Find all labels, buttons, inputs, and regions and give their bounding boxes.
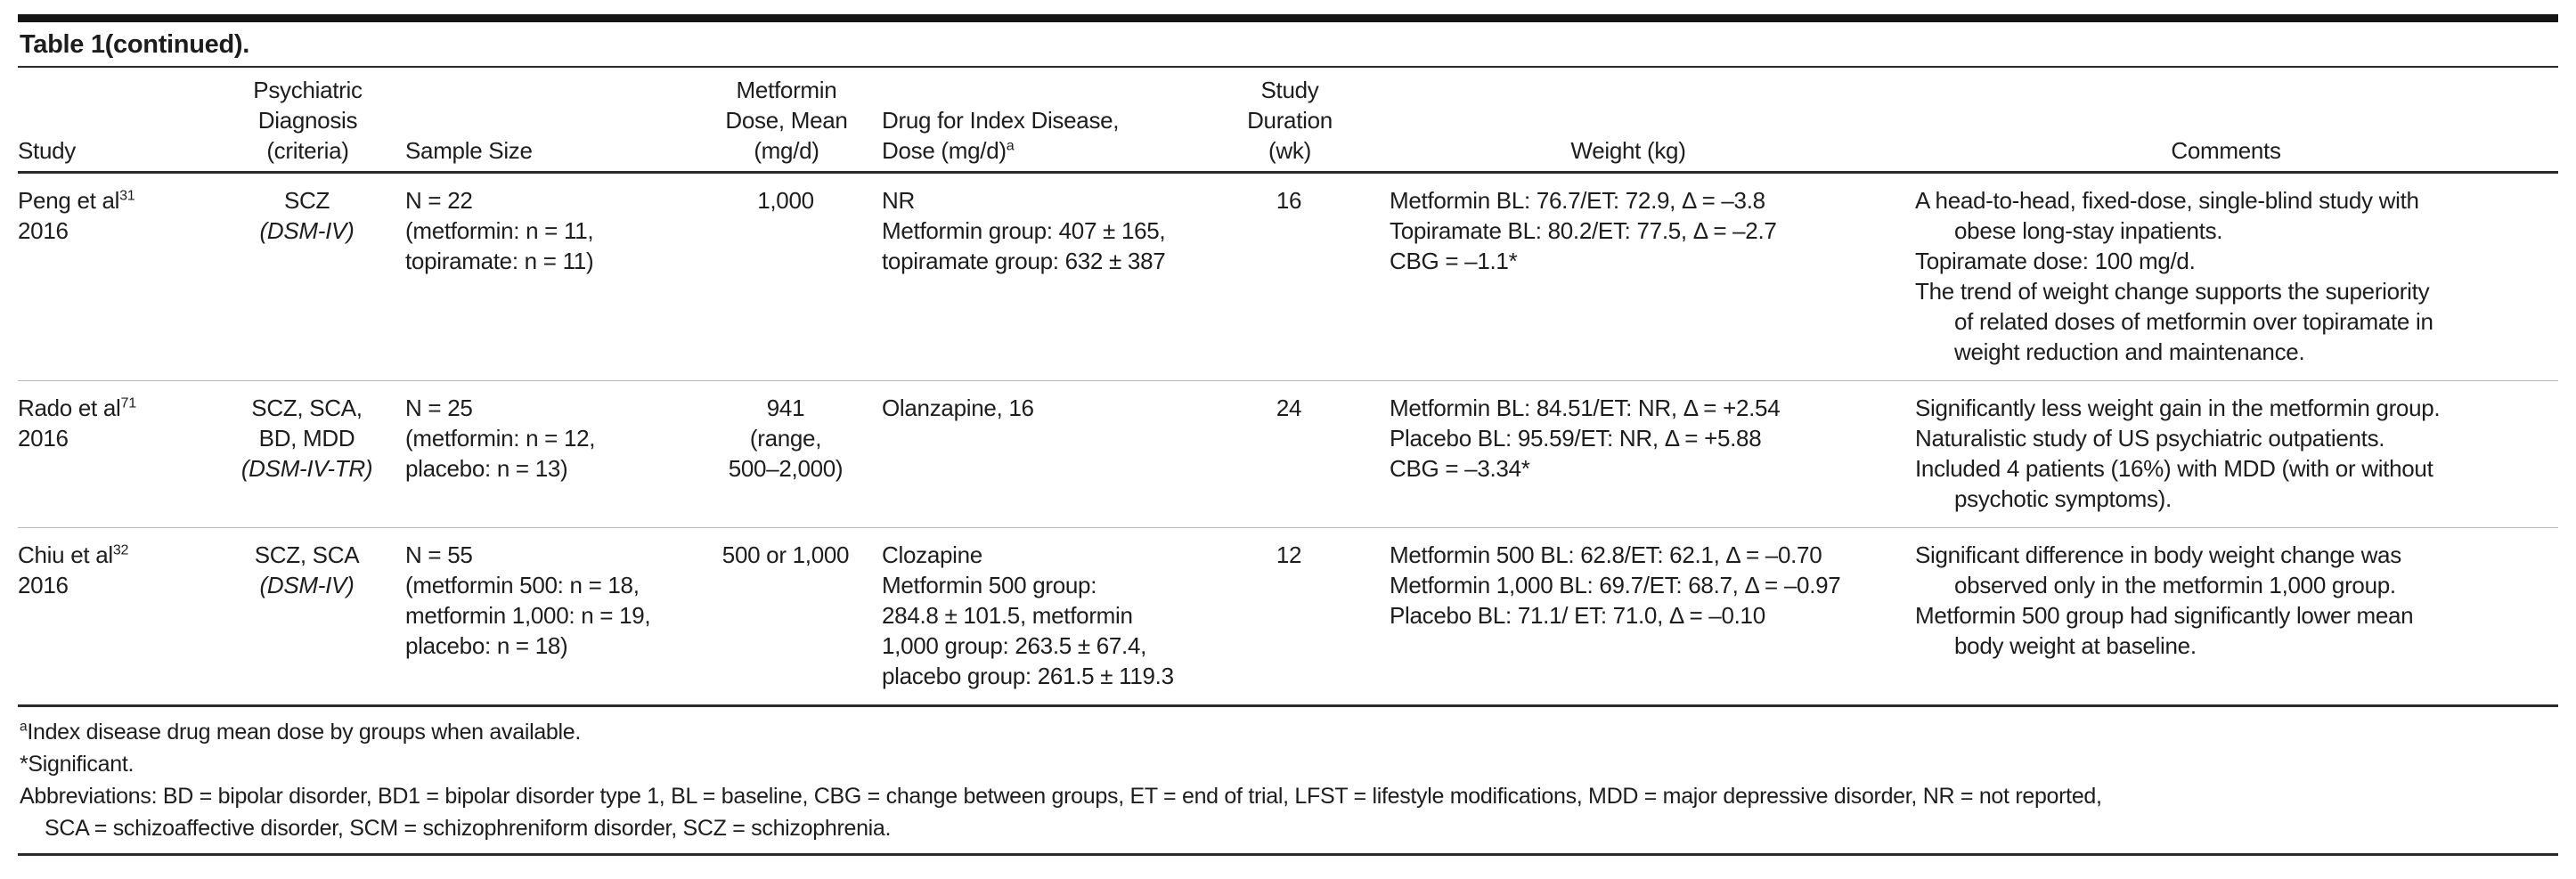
comments-cell: A head-to-head, fixed-dose, single-blind…	[1915, 187, 2433, 365]
index-drug-cell: Clozapine Metformin 500 group: 284.8 ± 101…	[882, 541, 1174, 689]
weight-cell: Metformin BL: 84.51/ET: NR, Δ = +2.54 Pla…	[1390, 395, 1781, 482]
col-header-study: Study	[18, 68, 214, 174]
sample-size-cell: N = 22 (metformin: n = 11, topiramate: n =…	[405, 187, 594, 274]
index-drug-cell: NR Metformin group: 407 ± 165, topiramate …	[882, 187, 1166, 274]
header-row: Study Psychiatric Diagnosis (criteria) Sam…	[18, 68, 2558, 174]
col-header-comments: Comments	[1897, 68, 2558, 174]
col-header-sample-size: Sample Size	[405, 68, 695, 174]
comments-cell: Significant difference in body weight ch…	[1915, 541, 2414, 659]
sample-size-cell: N = 25 (metformin: n = 12, placebo: n = 13…	[405, 395, 596, 482]
table-top-rule	[18, 14, 2558, 22]
index-drug-cell: Olanzapine, 16	[882, 395, 1034, 421]
table-row: Rado et al71 2016 SCZ, SCA, BD, MDD (DSM-IV…	[18, 381, 2558, 528]
col-header-metformin-dose: Metformin Dose, Mean (mg/d)	[695, 68, 882, 174]
table-title: Table 1(continued).	[18, 22, 2558, 68]
metformin-dose-cell: 941 (range, 500–2,000)	[728, 395, 844, 482]
study-cell: Peng et al31 2016	[18, 187, 135, 244]
diagnosis-cell: SCZ (DSM-IV)	[259, 187, 355, 244]
table-row: Peng et al31 2016 SCZ (DSM-IV) N = 22 (metf…	[18, 173, 2558, 381]
study-cell: Rado et al71 2016	[18, 395, 136, 452]
study-cell: Chiu et al32 2016	[18, 541, 129, 598]
col-header-weight: Weight (kg)	[1363, 68, 1897, 174]
col-header-duration: Study Duration (wk)	[1220, 68, 1363, 174]
duration-cell: 24	[1276, 395, 1302, 421]
weight-cell: Metformin BL: 76.7/ET: 72.9, Δ = –3.8 Top…	[1390, 187, 1777, 274]
table-row: Chiu et al32 2016 SCZ, SCA (DSM-IV) N = 55…	[18, 528, 2558, 706]
weight-cell: Metformin 500 BL: 62.8/ET: 62.1, Δ = –0.…	[1390, 541, 1841, 629]
metformin-dose-cell: 500 or 1,000	[721, 541, 850, 568]
col-header-index-drug: Drug for Index Disease, Dose (mg/d)a	[882, 68, 1220, 174]
table-bottom-rule	[18, 853, 2558, 856]
diagnosis-cell: SCZ, SCA (DSM-IV)	[254, 541, 360, 598]
comments-cell: Significantly less weight gain in the me…	[1915, 395, 2441, 512]
metformin-dose-cell: 1,000	[757, 187, 814, 214]
footnotes: aIndex disease drug mean dose by groups …	[20, 719, 2102, 841]
study-table: Study Psychiatric Diagnosis (criteria) Sam…	[18, 68, 2558, 707]
sample-size-cell: N = 55 (metformin 500: n = 18, metformin 1…	[405, 541, 651, 659]
col-header-diagnosis: Psychiatric Diagnosis (criteria)	[214, 68, 405, 174]
duration-cell: 12	[1276, 541, 1302, 568]
diagnosis-cell: SCZ, SCA, BD, MDD (DSM-IV-TR)	[240, 395, 373, 482]
duration-cell: 16	[1276, 187, 1302, 214]
